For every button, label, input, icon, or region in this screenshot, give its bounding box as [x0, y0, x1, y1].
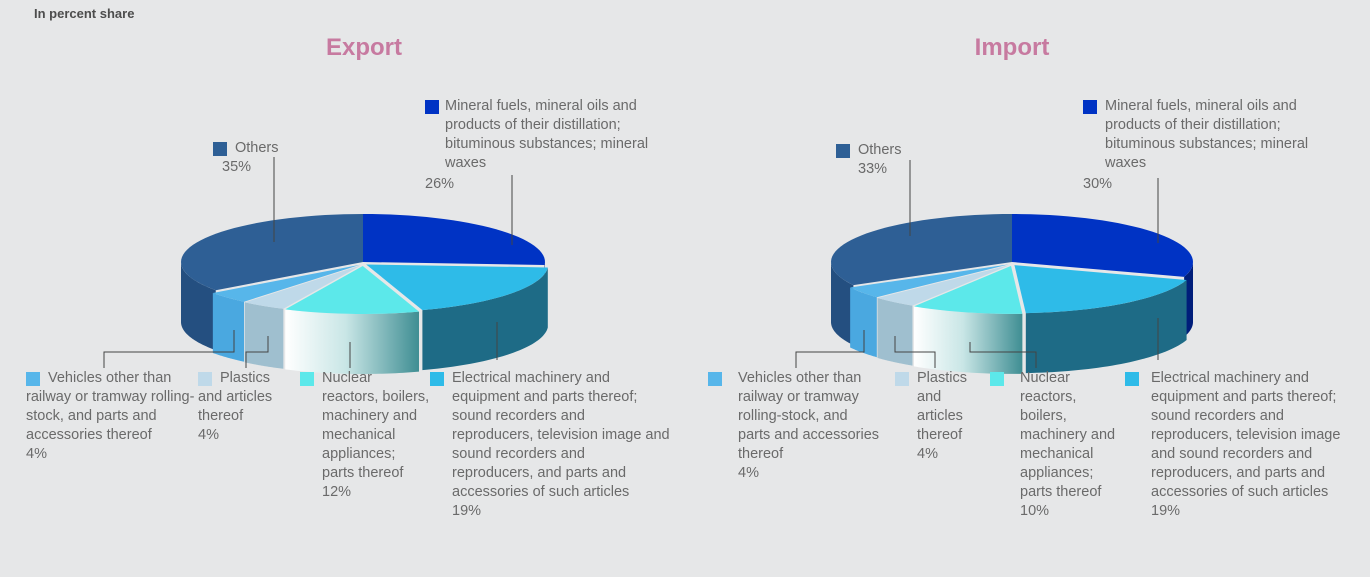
import-leader-line-3 — [795, 330, 865, 368]
export-slice-top-1 — [366, 264, 548, 311]
import-leader-line-4 — [894, 336, 936, 368]
export-slice-side-4 — [212, 292, 245, 362]
export-leader-line-4 — [245, 336, 269, 368]
export-legend-plastics: Plastics and articles thereof 4% — [198, 369, 298, 445]
import-slice-top-3 — [877, 265, 1010, 306]
import-legend-nuclear-swatch — [990, 372, 1004, 386]
import-legend-others-swatch — [836, 144, 850, 158]
export-legend-electrical-swatch — [430, 372, 444, 386]
export-chart-title: Export — [325, 34, 402, 61]
export-legend-plastics-swatch — [198, 372, 212, 386]
import-slice-top-5 — [831, 214, 1012, 286]
import-legend-electrical: Electrical machinery and equipment and p… — [1125, 369, 1350, 521]
export-legend-nuclear-swatch — [300, 372, 314, 386]
import-slice-top-1 — [1014, 265, 1187, 314]
import-legend-electrical-value: 19% — [1151, 503, 1181, 519]
import-leader-line-5 — [969, 342, 1037, 368]
export-legend-mineral-fuels: Mineral fuels, mineral oils and products… — [425, 97, 675, 192]
import-legend-mineral-fuels-label: Mineral fuels, mineral oils and products… — [1105, 98, 1309, 171]
export-legend-vehicles-label: Vehicles other than railway or tramway r… — [26, 370, 195, 443]
export-legend-electrical-value: 19% — [452, 503, 482, 519]
export-slice-side-1 — [422, 267, 548, 371]
export-legend-electrical-label: Electrical machinery and equipment and p… — [452, 370, 670, 500]
import-legend-vehicles-swatch — [708, 372, 722, 386]
export-leader-line-3 — [103, 330, 235, 368]
export-legend-nuclear-value: 12% — [322, 484, 352, 500]
import-slice-side-3 — [877, 297, 913, 366]
export-legend-others: Others 35% — [213, 139, 333, 175]
export-legend-mineral-fuels-swatch — [425, 100, 439, 114]
import-legend-mineral-fuels: Mineral fuels, mineral oils and products… — [1083, 97, 1333, 192]
import-slice-top-4 — [850, 264, 1009, 298]
export-legend-vehicles: Vehicles other than railway or tramway r… — [26, 369, 206, 464]
import-legend-plastics-value: 4% — [917, 446, 938, 462]
import-legend-others-label: Others — [858, 142, 902, 158]
export-legend-plastics-label: Plastics and articles thereof — [198, 370, 273, 424]
import-legend-plastics-swatch — [895, 372, 909, 386]
import-legend-nuclear-value: 10% — [1020, 503, 1050, 519]
import-slice-side-5 — [831, 262, 854, 346]
import-chart-title: Import — [974, 34, 1050, 61]
import-slice-side-4 — [850, 287, 877, 358]
import-legend-electrical-label: Electrical machinery and equipment and p… — [1151, 370, 1341, 500]
import-legend-plastics: Plastics and articles thereof 4% — [895, 369, 973, 464]
import-legend-plastics-label: Plastics and articles thereof — [917, 370, 967, 443]
import-slice-top-0 — [1012, 214, 1193, 277]
import-legend-nuclear: Nuclear reactors, boilers, machinery and… — [990, 369, 1120, 521]
export-slice-top-3 — [244, 265, 361, 309]
export-legend-mineral-fuels-value: 26% — [425, 176, 455, 192]
import-legend-nuclear-label: Nuclear reactors, boilers, machinery and… — [1020, 370, 1116, 500]
import-legend-mineral-fuels-swatch — [1083, 100, 1097, 114]
import-legend-others-value: 33% — [858, 161, 888, 177]
import-legend-vehicles-label: Vehicles other than railway or tramway r… — [738, 370, 880, 462]
import-slice-top-2 — [914, 265, 1023, 314]
import-slice-side-1 — [1025, 279, 1187, 374]
unit-label: In percent share — [34, 6, 135, 21]
export-slice-side-2 — [285, 309, 419, 374]
export-legend-others-value: 35% — [222, 159, 252, 175]
export-legend-plastics-value: 4% — [198, 427, 219, 443]
export-legend-mineral-fuels-label: Mineral fuels, mineral oils and products… — [445, 98, 649, 171]
import-legend-electrical-swatch — [1125, 372, 1139, 386]
import-pie — [795, 160, 1193, 374]
export-slice-top-4 — [212, 264, 361, 302]
export-legend-others-label: Others — [235, 140, 279, 156]
import-legend-vehicles: Vehicles other than railway or tramway r… — [708, 369, 883, 483]
export-legend-vehicles-swatch — [26, 372, 40, 386]
export-slice-side-3 — [244, 302, 284, 369]
import-slice-side-2 — [914, 306, 1023, 374]
import-legend-mineral-fuels-value: 30% — [1083, 176, 1113, 192]
export-legend-electrical: Electrical machinery and equipment and p… — [430, 369, 670, 521]
export-legend-others-swatch — [213, 142, 227, 156]
export-legend-nuclear: Nuclear reactors, boilers, machinery and… — [300, 369, 430, 502]
export-slice-top-2 — [285, 265, 419, 314]
export-slice-top-5 — [181, 214, 363, 291]
export-legend-vehicles-value: 4% — [26, 446, 47, 462]
export-legend-nuclear-label: Nuclear reactors, boilers, machinery and… — [322, 370, 430, 481]
import-legend-others: Others 33% — [836, 141, 956, 177]
import-legend-vehicles-value: 4% — [738, 465, 759, 481]
export-slice-top-0 — [363, 214, 545, 266]
export-pie — [103, 157, 548, 374]
export-slice-side-5 — [181, 262, 216, 351]
